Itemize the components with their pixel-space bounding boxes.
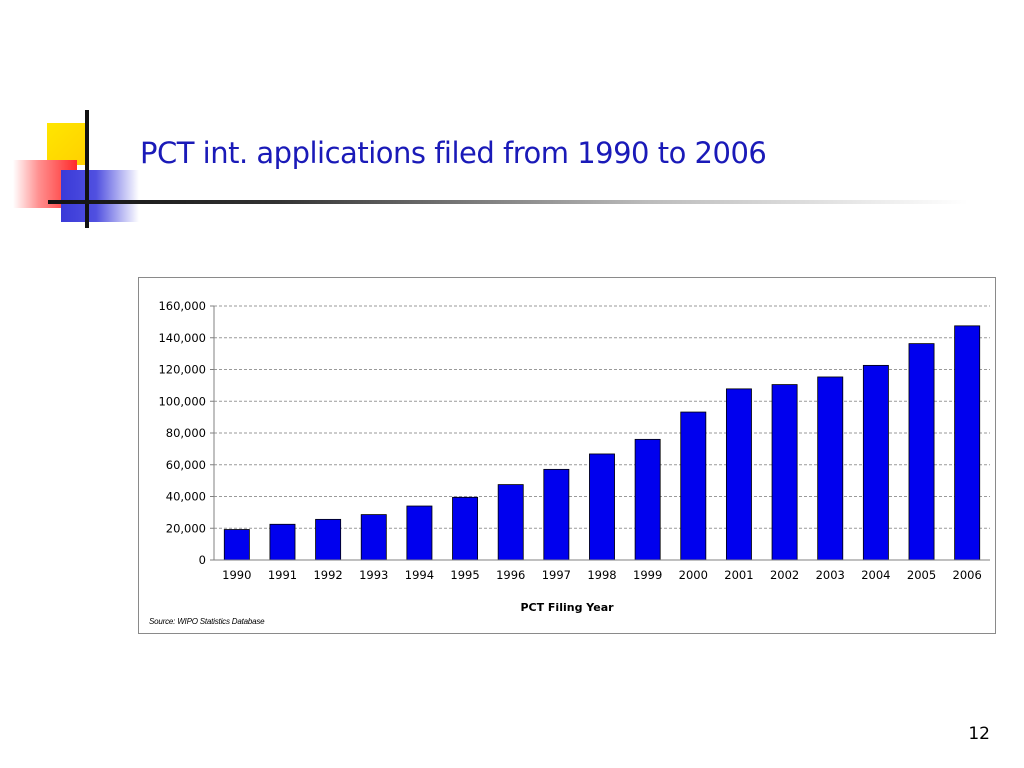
x-tick-label: 2002 bbox=[770, 568, 799, 582]
bar-2000 bbox=[680, 411, 707, 561]
y-tick-label: 120,000 bbox=[158, 363, 206, 377]
bar-2004 bbox=[862, 364, 889, 561]
x-tick-label: 1995 bbox=[450, 568, 479, 582]
x-tick-label: 2001 bbox=[724, 568, 753, 582]
y-tick-label: 100,000 bbox=[158, 394, 206, 408]
bar-1997 bbox=[543, 468, 570, 561]
slide-title: PCT int. applications filed from 1990 to… bbox=[140, 136, 767, 170]
x-tick-label: 2003 bbox=[816, 568, 845, 582]
x-axis-title: PCT Filing Year bbox=[520, 601, 614, 614]
source-note: Source: WIPO Statistics Database bbox=[149, 617, 265, 626]
x-tick-label: 1994 bbox=[405, 568, 434, 582]
x-tick-label: 2004 bbox=[861, 568, 890, 582]
x-tick-label: 1996 bbox=[496, 568, 525, 582]
y-tick-label: 160,000 bbox=[158, 299, 206, 313]
y-tick-label: 140,000 bbox=[158, 331, 206, 345]
x-tick-label: 1998 bbox=[587, 568, 616, 582]
decor-yellow-square bbox=[47, 123, 87, 165]
bar-1991 bbox=[269, 523, 296, 561]
bar-1996 bbox=[497, 484, 524, 561]
y-tick-label: 80,000 bbox=[166, 426, 206, 440]
bar-1994 bbox=[406, 505, 433, 561]
y-tick-label: 20,000 bbox=[166, 521, 206, 535]
decor-blue-square bbox=[61, 170, 139, 222]
gridlines bbox=[214, 305, 990, 529]
bar-1990 bbox=[223, 529, 250, 561]
x-tick-label: 1991 bbox=[268, 568, 297, 582]
y-tick-label: 60,000 bbox=[166, 458, 206, 472]
bar-1995 bbox=[452, 496, 479, 561]
x-tick-label: 2000 bbox=[679, 568, 708, 582]
bar-2001 bbox=[725, 388, 752, 561]
title-underline bbox=[48, 200, 968, 204]
y-tick-labels: 0 20,000 40,000 60,000 80,000 100,000 120,000 1… bbox=[158, 299, 214, 567]
page-number: 12 bbox=[968, 724, 990, 744]
bar-chart: 0 20,000 40,000 60,000 80,000 100,000 120,000 1… bbox=[158, 299, 990, 614]
bar-2003 bbox=[817, 376, 844, 561]
bar-1993 bbox=[360, 514, 387, 561]
y-tick-label: 0 bbox=[199, 553, 206, 567]
bar-1998 bbox=[589, 453, 615, 561]
bar-2002 bbox=[771, 384, 798, 561]
x-tick-label: 1992 bbox=[313, 568, 342, 582]
y-tick-label: 40,000 bbox=[166, 490, 206, 504]
bars bbox=[223, 325, 981, 561]
x-tick-labels: 1990 1991 1992 1993 1994 1995 1996 1997 1998 1999… bbox=[222, 568, 982, 582]
bar-1992 bbox=[315, 518, 342, 561]
x-tick-label: 2005 bbox=[907, 568, 936, 582]
bar-2005 bbox=[908, 343, 935, 561]
x-tick-label: 1990 bbox=[222, 568, 251, 582]
decor-vertical-line bbox=[85, 110, 89, 228]
bar-2006 bbox=[954, 325, 981, 561]
bar-1999 bbox=[634, 438, 661, 561]
x-tick-label: 1997 bbox=[542, 568, 571, 582]
x-tick-label: 2006 bbox=[953, 568, 982, 582]
x-tick-label: 1999 bbox=[633, 568, 662, 582]
x-tick-label: 1993 bbox=[359, 568, 388, 582]
chart-frame: 0 20,000 40,000 60,000 80,000 100,000 120,000 1… bbox=[138, 277, 996, 634]
